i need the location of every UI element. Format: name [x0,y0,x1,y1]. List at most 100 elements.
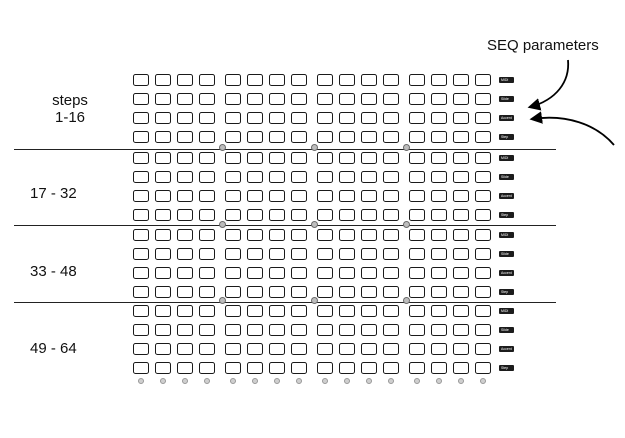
step-pad[interactable] [225,324,241,336]
bottom-knob[interactable] [296,378,302,384]
step-pad[interactable] [339,343,355,355]
group-knob[interactable] [403,297,410,304]
step-pad[interactable] [409,152,425,164]
step-pad[interactable] [453,93,469,105]
step-pad[interactable] [339,112,355,124]
step-pad[interactable] [361,305,377,317]
step-pad[interactable] [269,209,285,221]
step-pad[interactable] [475,112,491,124]
step-pad[interactable] [317,74,333,86]
step-pad[interactable] [199,74,215,86]
step-pad[interactable] [269,152,285,164]
step-pad[interactable] [453,343,469,355]
step-pad[interactable] [475,190,491,202]
step-pad[interactable] [475,209,491,221]
step-pad[interactable] [291,267,307,279]
step-pad[interactable] [177,190,193,202]
step-pad[interactable] [317,112,333,124]
step-pad[interactable] [339,324,355,336]
step-pad[interactable] [361,229,377,241]
step-pad[interactable] [291,305,307,317]
step-pad[interactable] [199,171,215,183]
step-pad[interactable] [339,362,355,374]
step-pad[interactable] [133,286,149,298]
step-pad[interactable] [155,324,171,336]
step-pad[interactable] [453,286,469,298]
step-pad[interactable] [269,190,285,202]
step-pad[interactable] [133,171,149,183]
step-pad[interactable] [317,305,333,317]
step-pad[interactable] [247,229,263,241]
step-pad[interactable] [177,152,193,164]
bottom-knob[interactable] [322,378,328,384]
bottom-knob[interactable] [480,378,486,384]
step-pad[interactable] [339,74,355,86]
step-pad[interactable] [409,267,425,279]
step-pad[interactable] [269,229,285,241]
step-pad[interactable] [133,112,149,124]
step-pad[interactable] [199,229,215,241]
seq-param-button[interactable]: MIDI [499,155,514,161]
step-pad[interactable] [199,152,215,164]
step-pad[interactable] [247,171,263,183]
step-pad[interactable] [361,190,377,202]
step-pad[interactable] [225,152,241,164]
step-pad[interactable] [409,74,425,86]
step-pad[interactable] [475,267,491,279]
step-pad[interactable] [291,229,307,241]
step-pad[interactable] [339,229,355,241]
step-pad[interactable] [317,229,333,241]
step-pad[interactable] [431,286,447,298]
step-pad[interactable] [453,190,469,202]
step-pad[interactable] [453,131,469,143]
step-pad[interactable] [409,93,425,105]
step-pad[interactable] [269,248,285,260]
step-pad[interactable] [317,190,333,202]
step-pad[interactable] [383,93,399,105]
step-pad[interactable] [225,286,241,298]
step-pad[interactable] [453,267,469,279]
step-pad[interactable] [247,286,263,298]
step-pad[interactable] [431,267,447,279]
step-pad[interactable] [269,305,285,317]
step-pad[interactable] [177,229,193,241]
step-pad[interactable] [199,343,215,355]
step-pad[interactable] [475,131,491,143]
step-pad[interactable] [361,324,377,336]
step-pad[interactable] [155,229,171,241]
step-pad[interactable] [155,93,171,105]
seq-param-button[interactable]: Step [499,365,514,371]
step-pad[interactable] [453,229,469,241]
step-pad[interactable] [155,74,171,86]
step-pad[interactable] [361,112,377,124]
step-pad[interactable] [383,324,399,336]
bottom-knob[interactable] [204,378,210,384]
step-pad[interactable] [247,209,263,221]
step-pad[interactable] [409,171,425,183]
group-knob[interactable] [311,221,318,228]
seq-param-button[interactable]: Accent [499,270,514,276]
step-pad[interactable] [291,112,307,124]
bottom-knob[interactable] [274,378,280,384]
step-pad[interactable] [339,93,355,105]
step-pad[interactable] [199,93,215,105]
step-pad[interactable] [247,362,263,374]
step-pad[interactable] [453,362,469,374]
bottom-knob[interactable] [388,378,394,384]
step-pad[interactable] [199,131,215,143]
step-pad[interactable] [431,362,447,374]
step-pad[interactable] [409,362,425,374]
step-pad[interactable] [383,112,399,124]
step-pad[interactable] [361,152,377,164]
seq-param-button[interactable]: Slide [499,174,514,180]
step-pad[interactable] [453,152,469,164]
step-pad[interactable] [291,93,307,105]
step-pad[interactable] [247,131,263,143]
step-pad[interactable] [155,248,171,260]
bottom-knob[interactable] [138,378,144,384]
step-pad[interactable] [431,229,447,241]
step-pad[interactable] [383,131,399,143]
step-pad[interactable] [475,74,491,86]
step-pad[interactable] [199,190,215,202]
step-pad[interactable] [317,324,333,336]
